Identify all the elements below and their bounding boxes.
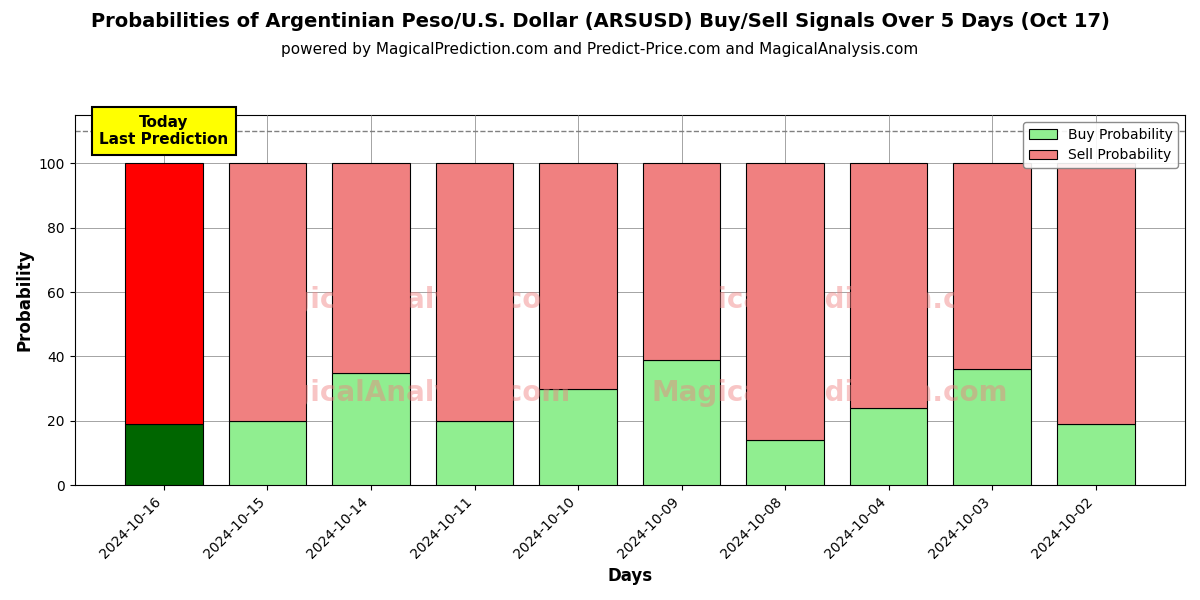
Bar	[1057, 424, 1134, 485]
Text: Today
Last Prediction: Today Last Prediction	[100, 115, 228, 147]
Bar	[953, 163, 1031, 369]
Text: MagicalPrediction.com: MagicalPrediction.com	[652, 379, 1008, 407]
Text: Probabilities of Argentinian Peso/U.S. Dollar (ARSUSD) Buy/Sell Signals Over 5 D: Probabilities of Argentinian Peso/U.S. D…	[90, 12, 1110, 31]
Legend: Buy Probability, Sell Probability: Buy Probability, Sell Probability	[1024, 122, 1178, 168]
Bar	[953, 369, 1031, 485]
Bar	[1057, 163, 1134, 424]
Text: MagicalAnalysis.com: MagicalAnalysis.com	[245, 286, 571, 314]
Bar	[539, 163, 617, 389]
Bar	[850, 163, 928, 408]
X-axis label: Days: Days	[607, 567, 653, 585]
Bar	[746, 163, 824, 440]
Text: MagicalAnalysis.com: MagicalAnalysis.com	[245, 379, 571, 407]
Bar	[436, 421, 514, 485]
Bar	[436, 163, 514, 421]
Bar	[850, 408, 928, 485]
Y-axis label: Probability: Probability	[16, 249, 34, 352]
Bar	[229, 421, 306, 485]
Bar	[125, 424, 203, 485]
Bar	[125, 163, 203, 424]
Bar	[332, 163, 410, 373]
Bar	[643, 163, 720, 359]
Bar	[746, 440, 824, 485]
Bar	[643, 359, 720, 485]
Bar	[229, 163, 306, 421]
Text: powered by MagicalPrediction.com and Predict-Price.com and MagicalAnalysis.com: powered by MagicalPrediction.com and Pre…	[281, 42, 919, 57]
Text: MagicalPrediction.com: MagicalPrediction.com	[652, 286, 1008, 314]
Bar	[539, 389, 617, 485]
Bar	[332, 373, 410, 485]
